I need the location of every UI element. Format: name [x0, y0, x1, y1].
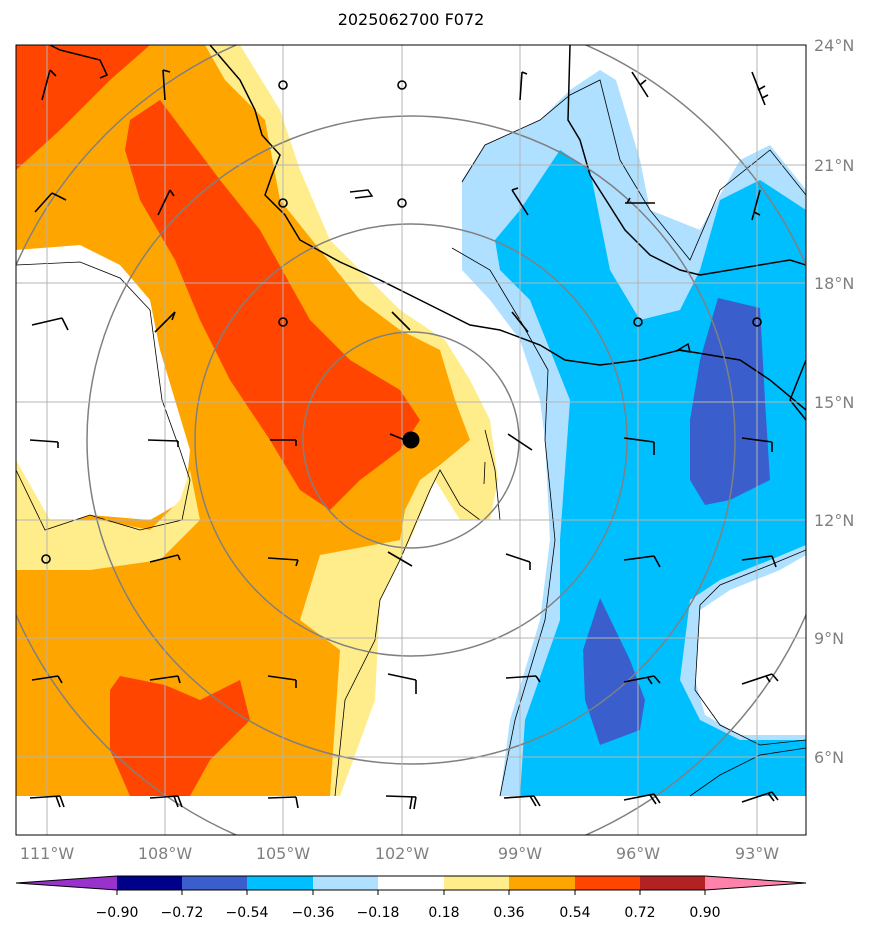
lat-label: 21°N: [814, 156, 854, 175]
colorbar-tick: 0.90: [689, 905, 720, 921]
field-pos054-south: [110, 676, 250, 796]
field-pos054-band: [125, 100, 420, 510]
colorbar-extend-low: [16, 876, 117, 890]
lon-label: 93°W: [735, 844, 779, 863]
lat-label: 15°N: [814, 393, 854, 412]
map-frame: [15, 44, 807, 836]
lat-label: 24°N: [814, 36, 854, 55]
colorbar-tick: 0.36: [493, 905, 524, 921]
lon-label: 96°W: [616, 844, 660, 863]
field-pos018-hole: [16, 460, 200, 570]
colorbar-extend-high: [705, 876, 806, 890]
lat-label: 18°N: [814, 274, 854, 293]
lon-axis: 111°W 108°W 105°W 102°W 99°W 96°W 93°W: [20, 844, 779, 863]
contour-lines: [16, 79, 806, 797]
lat-label: 9°N: [814, 629, 844, 648]
colorbar: −0.90 −0.72 −0.54 −0.36 −0.18 0.18 0.36 …: [15, 875, 807, 921]
shaded-field: [16, 45, 806, 835]
wind-barbs: [29, 69, 779, 810]
field-neutral-west: [16, 245, 190, 530]
colorbar-tick: −0.36: [292, 905, 335, 921]
field-neg054-east-b: [583, 598, 645, 745]
colorbar-tick: 0.72: [624, 905, 655, 921]
field-neutral-east: [695, 555, 806, 735]
map-title: 2025062700 F072: [337, 10, 485, 29]
colorbar-tick: −0.18: [357, 905, 400, 921]
colorbar-tick: 0.18: [428, 905, 459, 921]
colorbar-tick: −0.90: [96, 905, 139, 921]
lon-label: 108°W: [138, 844, 193, 863]
range-rings: [16, 45, 806, 835]
colorbar-tick: −0.72: [161, 905, 204, 921]
lon-label: 111°W: [20, 844, 75, 863]
lat-label: 12°N: [814, 511, 854, 530]
coastline: [49, 45, 806, 421]
field-pos054-west: [16, 45, 150, 170]
colorbar-tick: −0.54: [226, 905, 269, 921]
storm-center-marker: [402, 431, 420, 449]
colorbar-tick: 0.54: [559, 905, 590, 921]
lat-axis: 24°N 21°N 18°N 15°N 12°N 9°N 6°N: [814, 36, 854, 767]
lat-label: 6°N: [814, 748, 844, 767]
lon-label: 99°W: [498, 844, 542, 863]
calm-markers: [41, 80, 762, 564]
lon-label: 102°W: [375, 844, 430, 863]
field-pos036-west: [16, 45, 470, 796]
lon-label: 105°W: [256, 844, 311, 863]
